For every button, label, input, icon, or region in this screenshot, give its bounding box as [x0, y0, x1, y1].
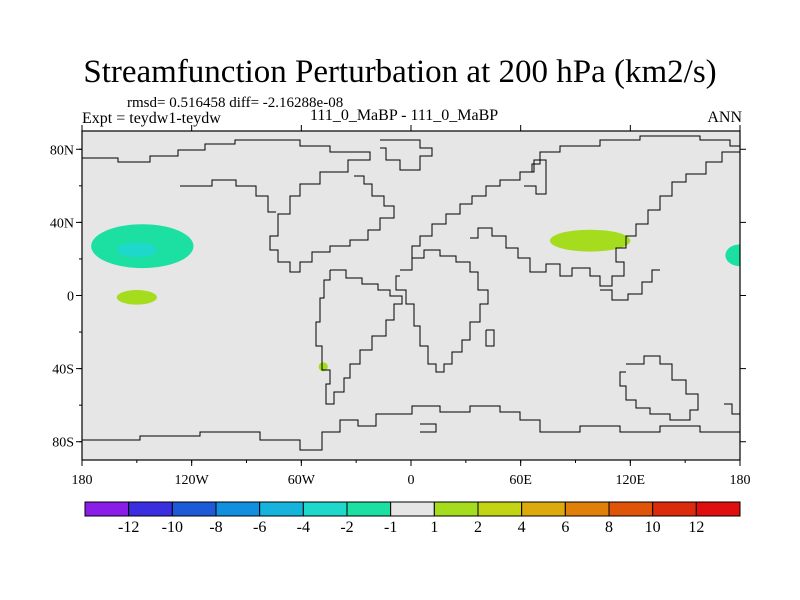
- y-tick-label: 80N: [50, 143, 74, 158]
- colorbar-label: -4: [297, 519, 310, 536]
- colorbar-swatch-9: [477, 501, 523, 517]
- coastline-southeast-asia: [600, 269, 660, 301]
- colorbar-swatch-7: [390, 501, 435, 517]
- x-tick-label: 180: [72, 473, 93, 488]
- plot-background: [82, 131, 740, 460]
- anomaly-patch-1: [116, 242, 157, 258]
- colorbar-label: 10: [645, 519, 661, 536]
- case-label: 111_0_MaBP - 111_0_MaBP: [310, 107, 499, 124]
- anomaly-patch-2: [116, 290, 157, 305]
- x-tick-label: 60E: [509, 473, 532, 488]
- colorbar-swatch-8: [433, 501, 479, 517]
- colorbar-swatch-2: [171, 501, 217, 517]
- colorbar-label: 12: [688, 519, 704, 536]
- season-label: ANN: [707, 109, 742, 126]
- x-tick-label: 180: [730, 473, 751, 488]
- colorbar-label: -8: [209, 519, 222, 536]
- anomaly-patch-5: [725, 244, 740, 267]
- coastline-arctic-islands: [180, 179, 276, 213]
- colorbar-swatch-13: [652, 501, 697, 517]
- coastline-australia: [619, 355, 699, 421]
- y-tick-label: 40S: [52, 363, 74, 378]
- anomaly-patch-3: [318, 362, 328, 372]
- coastline-south-america: [315, 269, 403, 405]
- colorbar-label: 4: [518, 519, 526, 536]
- colorbar-swatch-0: [84, 501, 130, 517]
- anomaly-patch-4: [549, 229, 631, 252]
- coastline-new-zealand: [724, 403, 740, 415]
- coastline-madagascar: [485, 329, 495, 347]
- colorbar-swatch-5: [302, 501, 348, 517]
- coastline-asia-arctic: [520, 159, 547, 195]
- colorbar-swatch-1: [128, 501, 173, 517]
- y-tick-label: 0: [67, 290, 74, 305]
- colorbar-swatch-3: [215, 501, 261, 517]
- colorbar-swatch-14: [695, 501, 741, 517]
- colorbar-label: 1: [430, 519, 438, 536]
- x-tick-label: 0: [408, 473, 415, 488]
- colorbar-label: -12: [118, 519, 139, 536]
- coastline-greenland: [380, 139, 433, 171]
- x-tick-label: 120E: [616, 473, 646, 488]
- colorbar-label: 6: [561, 519, 569, 536]
- stats-line: rmsd= 0.516458 diff= -2.16288e-08: [127, 95, 344, 111]
- experiment-label: Expt = teydw1-teydw: [82, 110, 221, 127]
- colorbar-label: 2: [474, 519, 482, 536]
- y-tick-label: 80S: [52, 436, 74, 451]
- colorbar-swatch-11: [564, 501, 610, 517]
- y-tick-label: 40N: [50, 216, 74, 231]
- x-tick-label: 60W: [288, 473, 316, 488]
- colorbar-label: -6: [253, 519, 266, 536]
- coastlines: [82, 135, 740, 451]
- colorbar-label: 8: [605, 519, 613, 536]
- colorbar: -12 -10 -8 -6 -4 -2 -1 1 2 4 6 8 10 12: [84, 501, 741, 536]
- colorbar-swatch-12: [608, 501, 654, 517]
- colorbar-label: -2: [340, 519, 353, 536]
- x-tick-label: 120W: [175, 473, 210, 488]
- colorbar-label: -10: [162, 519, 183, 536]
- coastline-antarctica: [82, 405, 740, 451]
- coastline-europe: [411, 135, 740, 258]
- chart-title: Streamfunction Perturbation at 200 hPa (…: [83, 54, 717, 90]
- coastline-north-america: [82, 139, 395, 273]
- coastline-asia: [470, 151, 740, 287]
- colorbar-swatch-6: [346, 501, 392, 517]
- colorbar-swatch-10: [521, 501, 566, 517]
- coastline-africa: [395, 249, 489, 373]
- colorbar-swatch-4: [259, 501, 304, 517]
- colorbar-label: -1: [384, 519, 397, 536]
- coastline-south-georgia: [420, 423, 437, 433]
- axes-layer: 180 120W 60W 0 60E 120E 180 80N 40N 0 40S 80S: [50, 125, 751, 488]
- anomaly-layer: [91, 224, 740, 372]
